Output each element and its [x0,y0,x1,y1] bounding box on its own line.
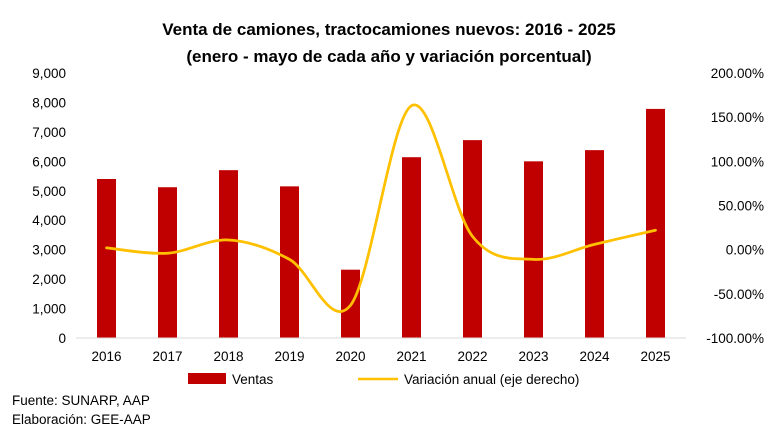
legend-label-ventas: Ventas [232,372,274,387]
legend-label-variacion: Variación anual (eje derecho) [404,372,579,387]
chart-subtitle: (enero - mayo de cada año y variación po… [186,47,591,66]
x-tick-label: 2018 [213,349,243,364]
legend-swatch-ventas [188,373,226,384]
y-left-tick-label: 8,000 [32,95,66,110]
x-tick-label: 2025 [640,349,670,364]
legend: Ventas Variación anual (eje derecho) [188,372,579,387]
y-left-tick-label: 0 [58,331,66,346]
bar-2018 [219,170,238,338]
line-series [105,103,657,313]
y-left-tick-label: 6,000 [32,154,66,169]
y-left-tick-label: 1,000 [32,302,66,317]
x-tick-label: 2022 [457,349,487,364]
y-left-tick-label: 3,000 [32,243,66,258]
y-left-tick-label: 7,000 [32,125,66,140]
x-axis: 2016 2017 2018 2019 2020 2021 2022 2023 2024 2025 [91,349,670,364]
bar-2023 [524,161,543,338]
y-right-tick-label: -100.00% [706,331,764,346]
y-left-tick-label: 9,000 [32,66,66,81]
source-note: Fuente: SUNARP, AAP [12,393,150,408]
x-tick-label: 2019 [274,349,304,364]
x-tick-label: 2021 [396,349,426,364]
bar-series [97,108,665,338]
y-right-tick-label: -50.00% [714,287,764,302]
y-right-tick-label: 100.00% [711,154,764,169]
chart-title: Venta de camiones, tractocamiones nuevos… [162,20,616,39]
x-tick-label: 2023 [518,349,548,364]
y-axis-right: -100.00% -50.00% 0.00% 50.00% 100.00% 150.00%… [706,66,764,346]
y-axis-left: 0 1,000 2,000 3,000 4,000 5,000 6,000 7,000 8,00… [32,66,66,346]
x-tick-label: 2017 [152,349,182,364]
y-right-tick-label: 0.00% [726,243,764,258]
prepared-by-note: Elaboración: GEE-AAP [12,412,151,427]
x-tick-label: 2016 [91,349,121,364]
y-right-tick-label: 200.00% [711,66,764,81]
y-left-tick-label: 5,000 [32,184,66,199]
bar-2017 [158,187,177,338]
bar-2025 [646,108,665,338]
y-right-tick-label: 150.00% [711,110,764,125]
bar-2021 [402,157,421,338]
y-right-tick-label: 50.00% [718,199,764,214]
bar-2019 [280,186,299,338]
x-tick-label: 2020 [335,349,365,364]
y-left-tick-label: 4,000 [32,213,66,228]
variacion-line [105,103,657,313]
x-tick-label: 2024 [579,349,610,364]
bar-2016 [97,179,116,338]
bar-2022 [463,140,482,338]
y-left-tick-label: 2,000 [32,272,66,287]
